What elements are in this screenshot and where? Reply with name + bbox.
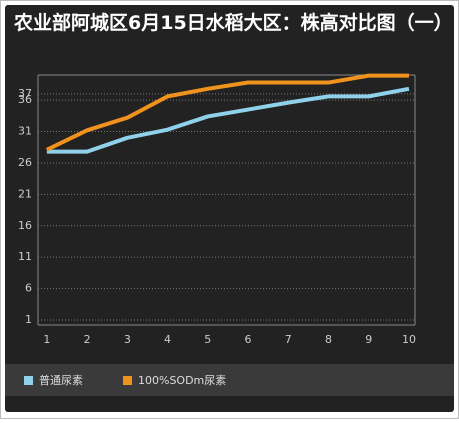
x-tick-label: 2: [84, 333, 91, 346]
x-tick-label: 4: [164, 333, 171, 346]
y-tick-label: 16: [18, 219, 32, 232]
x-tick-label: 8: [325, 333, 332, 346]
y-tick-label: 37: [18, 87, 32, 100]
y-tick-label: 1: [25, 313, 32, 326]
x-tick-label: 1: [43, 333, 50, 346]
legend-label: 普通尿素: [39, 373, 83, 387]
legend-label: 100%SODm尿素: [138, 374, 226, 387]
title-box: 农业部阿城区6月15日水稻大区：株高对比图（一）: [14, 12, 444, 34]
x-tick-label: 10: [402, 333, 416, 346]
legend-bar: [5, 364, 454, 396]
x-tick-label: 9: [365, 333, 372, 346]
y-tick-label: 11: [18, 250, 32, 263]
x-tick-label: 5: [204, 333, 211, 346]
y-tick-label: 21: [18, 187, 32, 200]
series-line: [45, 73, 409, 152]
y-tick-label: 6: [25, 282, 32, 295]
y-tick-label: 36: [18, 93, 32, 106]
y-tick-label: 31: [18, 125, 32, 138]
legend-swatch: [24, 376, 33, 385]
x-tick-label: 7: [285, 333, 292, 346]
chart-title: 农业部阿城区6月15日水稻大区：株高对比图（一）: [14, 12, 444, 34]
background: [5, 5, 454, 412]
x-tick-label: 6: [245, 333, 252, 346]
series-line: [46, 86, 410, 154]
legend-swatch: [123, 376, 132, 385]
x-tick-label: 3: [124, 333, 131, 346]
y-tick-label: 26: [18, 156, 32, 169]
